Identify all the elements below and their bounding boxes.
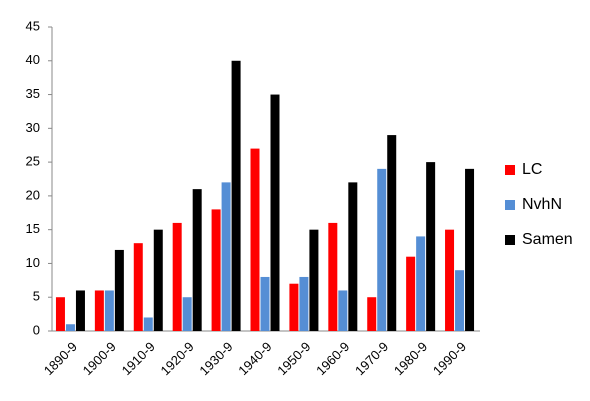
x-tick-label: 1890-9 — [41, 339, 80, 378]
x-tick-label: 1900-9 — [80, 339, 119, 378]
x-tick-label: 1980-9 — [391, 339, 430, 378]
bar — [309, 229, 319, 331]
x-tick-label: 1970-9 — [352, 339, 391, 378]
y-tick-label: 5 — [33, 289, 40, 304]
bar — [406, 256, 416, 331]
bar — [133, 243, 143, 331]
bar — [270, 94, 280, 331]
bar — [299, 276, 309, 331]
bar — [192, 189, 202, 331]
bar — [143, 317, 153, 331]
bar — [172, 222, 182, 331]
y-tick-label: 25 — [26, 154, 40, 169]
y-tick-label: 15 — [26, 221, 40, 236]
bar — [445, 229, 455, 331]
legend-swatch — [505, 235, 515, 245]
y-tick-label: 35 — [26, 86, 40, 101]
bar — [153, 229, 163, 331]
x-tick-label: 1950-9 — [274, 339, 313, 378]
bar — [65, 324, 75, 331]
x-tick-label: 1990-9 — [430, 339, 469, 378]
bar — [426, 162, 436, 331]
bar — [377, 168, 387, 331]
bar — [211, 209, 221, 331]
bar — [182, 297, 192, 331]
legend-label: Samen — [522, 231, 573, 248]
x-tick-label: 1910-9 — [119, 339, 158, 378]
bar — [289, 283, 299, 331]
bar — [416, 236, 426, 331]
bar — [114, 249, 124, 331]
bar — [348, 182, 358, 331]
y-tick-label: 30 — [26, 120, 40, 135]
y-tick-label: 45 — [26, 18, 40, 33]
y-tick-label: 0 — [33, 322, 40, 337]
legend-label: NvhN — [522, 196, 562, 213]
bar — [260, 276, 270, 331]
bar — [367, 297, 377, 331]
bar — [465, 168, 475, 331]
y-tick-label: 10 — [26, 255, 40, 270]
bar — [94, 290, 104, 331]
bar — [455, 270, 465, 331]
x-tick-label: 1960-9 — [313, 339, 352, 378]
legend-label: LC — [522, 161, 542, 178]
bar — [75, 290, 85, 331]
bar — [55, 297, 65, 331]
bar — [387, 135, 397, 331]
x-tick-label: 1920-9 — [158, 339, 197, 378]
legend-swatch — [505, 165, 515, 175]
legend-swatch — [505, 200, 515, 210]
bar — [328, 222, 338, 331]
bar — [250, 148, 260, 331]
x-tick-label: 1940-9 — [235, 339, 274, 378]
bar — [338, 290, 348, 331]
x-tick-label: 1930-9 — [196, 339, 235, 378]
y-tick-label: 20 — [26, 187, 40, 202]
bar — [221, 182, 231, 331]
bar — [104, 290, 114, 331]
bar — [231, 60, 241, 332]
y-tick-label: 40 — [26, 52, 40, 67]
